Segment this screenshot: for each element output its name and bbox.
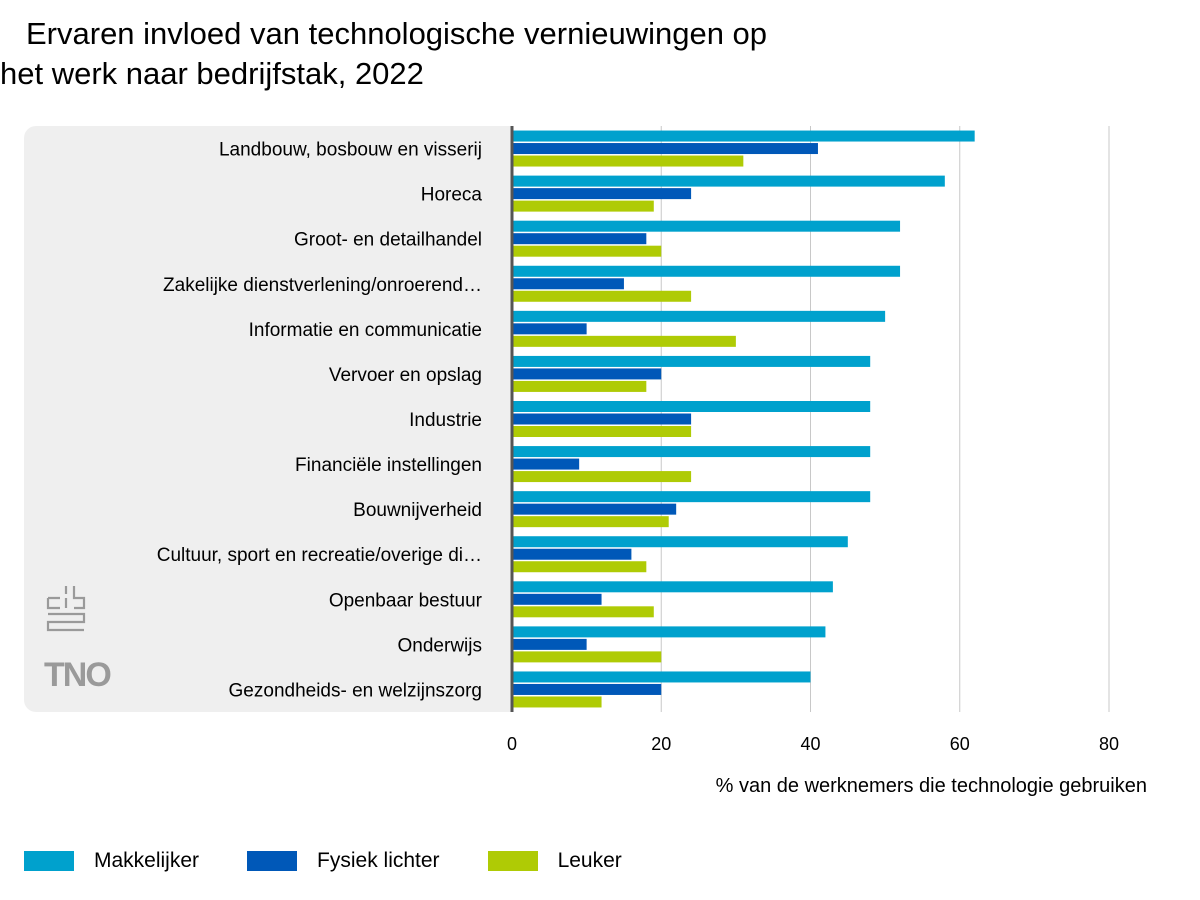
category-label: Horeca bbox=[421, 185, 483, 206]
bar-fysiek-lichter-11 bbox=[512, 638, 587, 650]
legend-item-makkelijker: Makkelijker bbox=[24, 849, 199, 873]
bar-makkelijker-4 bbox=[512, 310, 886, 322]
bar-chart: Landbouw, bosbouw en visserij Horeca Groot… bbox=[157, 126, 1147, 797]
bar-leuker-7 bbox=[512, 471, 692, 483]
bar-fysiek-lichter-2 bbox=[512, 233, 647, 245]
bar-makkelijker-2 bbox=[512, 220, 901, 232]
bar-fysiek-lichter-0 bbox=[512, 143, 818, 155]
bar-makkelijker-8 bbox=[512, 491, 871, 503]
category-label: Landbouw, bosbouw en visserij bbox=[219, 140, 482, 161]
legend-item-fysiek-lichter: Fysiek lichter bbox=[247, 849, 440, 873]
category-label: Onderwijs bbox=[398, 635, 482, 656]
category-label: Informatie en communicatie bbox=[249, 320, 482, 341]
category-label: Groot- en detailhandel bbox=[294, 230, 482, 251]
bar-makkelijker-0 bbox=[512, 130, 975, 142]
bar-leuker-10 bbox=[512, 606, 654, 618]
category-label: Gezondheids- en welzijnszorg bbox=[229, 680, 482, 701]
x-axis-label: % van de werknemers die technologie gebr… bbox=[716, 775, 1147, 797]
bar-leuker-11 bbox=[512, 651, 662, 663]
bar-leuker-12 bbox=[512, 696, 602, 708]
category-label: Financiële instellingen bbox=[295, 455, 482, 476]
legend: Makkelijker Fysiek lichter Leuker bbox=[24, 846, 670, 876]
category-label: Cultuur, sport en recreatie/overige di… bbox=[157, 545, 482, 566]
bar-leuker-6 bbox=[512, 426, 692, 437]
bar-makkelijker-3 bbox=[512, 265, 901, 277]
chart-title-line-1: Ervaren invloed van technologische verni… bbox=[26, 16, 768, 51]
x-tick-label: 20 bbox=[651, 734, 671, 754]
bar-makkelijker-1 bbox=[512, 175, 945, 187]
category-label: Openbaar bestuur bbox=[329, 590, 483, 611]
legend-label-fysiek-lichter: Fysiek lichter bbox=[317, 849, 440, 872]
bar-fysiek-lichter-9 bbox=[512, 548, 632, 560]
x-tick-label: 80 bbox=[1099, 734, 1119, 754]
legend-label-makkelijker: Makkelijker bbox=[94, 849, 200, 872]
x-tick-label: 0 bbox=[507, 734, 517, 754]
tno-logo: TNO bbox=[44, 656, 112, 694]
x-tick-label: 60 bbox=[950, 734, 970, 754]
bar-fysiek-lichter-6 bbox=[512, 413, 692, 425]
bar-makkelijker-7 bbox=[512, 446, 871, 458]
category-label: Zakelijke dienstverlening/onroerend… bbox=[163, 275, 482, 296]
bar-makkelijker-9 bbox=[512, 536, 848, 548]
chart-title: Ervaren invloed van technologische verni… bbox=[0, 14, 900, 94]
legend-item-leuker: Leuker bbox=[487, 849, 622, 873]
bar-makkelijker-6 bbox=[512, 401, 871, 412]
bar-leuker-3 bbox=[512, 290, 692, 302]
bar-leuker-4 bbox=[512, 335, 736, 347]
category-label: Industrie bbox=[409, 410, 482, 431]
bar-fysiek-lichter-4 bbox=[512, 323, 587, 335]
bar-makkelijker-10 bbox=[512, 581, 833, 593]
bar-fysiek-lichter-12 bbox=[512, 683, 662, 695]
legend-swatch-makkelijker bbox=[24, 851, 74, 871]
x-tick-label: 40 bbox=[800, 734, 820, 754]
bar-leuker-5 bbox=[512, 380, 647, 392]
bar-makkelijker-12 bbox=[512, 671, 811, 683]
category-label: Vervoer en opslag bbox=[329, 365, 482, 386]
bar-fysiek-lichter-5 bbox=[512, 368, 662, 380]
bar-makkelijker-11 bbox=[512, 626, 826, 638]
legend-swatch-leuker bbox=[487, 851, 538, 871]
category-panel bbox=[24, 126, 511, 712]
bar-makkelijker-5 bbox=[512, 355, 871, 367]
legend-label-leuker: Leuker bbox=[557, 849, 622, 872]
bar-fysiek-lichter-8 bbox=[512, 503, 677, 515]
bar-fysiek-lichter-7 bbox=[512, 458, 580, 470]
bar-fysiek-lichter-1 bbox=[512, 188, 692, 200]
cbs-logo bbox=[44, 584, 88, 643]
category-label: Bouwnijverheid bbox=[353, 500, 482, 521]
bar-leuker-0 bbox=[512, 155, 744, 167]
bar-leuker-2 bbox=[512, 245, 662, 257]
bar-fysiek-lichter-10 bbox=[512, 593, 602, 605]
bar-leuker-9 bbox=[512, 561, 647, 573]
legend-swatch-fysiek-lichter bbox=[247, 851, 298, 871]
bar-leuker-8 bbox=[512, 516, 669, 528]
bar-leuker-1 bbox=[512, 200, 654, 212]
bar-fysiek-lichter-3 bbox=[512, 278, 624, 290]
chart-title-line-2: het werk naar bedrijfstak, 2022 bbox=[0, 56, 424, 91]
